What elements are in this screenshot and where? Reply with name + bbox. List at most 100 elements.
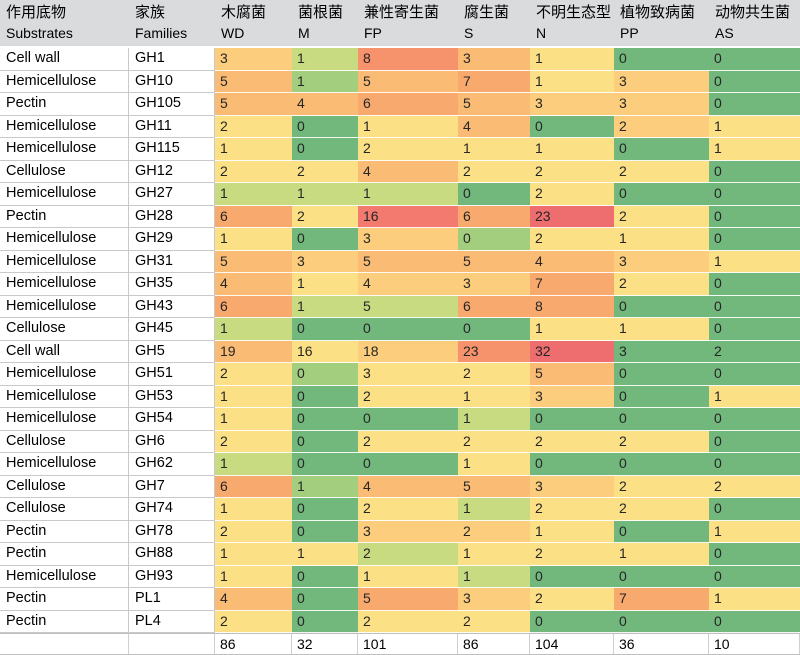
value-cell-gh29-m: 0 (292, 228, 358, 251)
value-cell-pl4-s: 2 (458, 610, 530, 633)
column-header-zh: 不明生态型 (536, 4, 612, 21)
value-cell-pl4-as: 0 (709, 610, 800, 633)
table-row-gh5: Cell wall GH5 19 16 18 23 32 3 2 (0, 340, 800, 363)
table-row-pl1: Pectin PL1 4 0 5 3 2 7 1 (0, 588, 800, 611)
table-row-gh88: Pectin GH88 1 1 2 1 2 1 0 (0, 543, 800, 566)
column-header-n: 不明生态型 N (530, 0, 614, 46)
family-cell: GH27 (129, 183, 215, 206)
value-cell-gh10-m: 1 (292, 70, 358, 93)
value-cell-gh88-wd: 1 (215, 543, 292, 566)
value-cell-pl4-m: 0 (292, 610, 358, 633)
value-cell-gh7-wd: 6 (215, 475, 292, 498)
table-row-gh12: Cellulose GH12 2 2 4 2 2 2 0 (0, 160, 800, 183)
value-cell-gh93-m: 0 (292, 565, 358, 588)
value-cell-pl1-wd: 4 (215, 588, 292, 611)
totals-family-empty (129, 634, 215, 654)
value-cell-gh53-m: 0 (292, 385, 358, 408)
substrate-cell: Cellulose (0, 318, 129, 341)
table-row-gh28: Pectin GH28 6 2 16 6 23 2 0 (0, 205, 800, 228)
value-cell-gh27-s: 0 (458, 183, 530, 206)
substrate-cell: Hemicellulose (0, 408, 129, 431)
value-cell-gh105-s: 5 (458, 93, 530, 116)
column-header-m: 菌根菌 M (292, 0, 358, 46)
value-cell-gh29-n: 2 (530, 228, 614, 251)
value-cell-gh43-wd: 6 (215, 295, 292, 318)
value-cell-gh1-n: 1 (530, 48, 614, 71)
table-row-gh51: Hemicellulose GH51 2 0 3 2 5 0 0 (0, 363, 800, 386)
value-cell-gh78-m: 0 (292, 520, 358, 543)
substrate-cell: Cellulose (0, 430, 129, 453)
value-cell-gh28-fp: 16 (358, 205, 458, 228)
value-cell-gh6-s: 2 (458, 430, 530, 453)
family-cell: GH11 (129, 115, 215, 138)
value-cell-gh62-as: 0 (709, 453, 800, 476)
substrate-cell: Hemicellulose (0, 295, 129, 318)
value-cell-gh74-s: 1 (458, 498, 530, 521)
value-cell-gh7-n: 3 (530, 475, 614, 498)
family-cell: GH28 (129, 205, 215, 228)
value-cell-gh31-as: 1 (709, 250, 800, 273)
table-row-gh6: Cellulose GH6 2 0 2 2 2 2 0 (0, 430, 800, 453)
value-cell-gh54-wd: 1 (215, 408, 292, 431)
value-cell-gh51-s: 2 (458, 363, 530, 386)
substrate-cell: Pectin (0, 610, 129, 633)
value-cell-pl1-as: 1 (709, 588, 800, 611)
value-cell-gh54-s: 1 (458, 408, 530, 431)
value-cell-gh88-m: 1 (292, 543, 358, 566)
value-cell-gh54-n: 0 (530, 408, 614, 431)
value-cell-gh62-s: 1 (458, 453, 530, 476)
family-cell: GH10 (129, 70, 215, 93)
value-cell-gh29-fp: 3 (358, 228, 458, 251)
value-cell-gh10-s: 7 (458, 70, 530, 93)
value-cell-gh93-as: 0 (709, 565, 800, 588)
family-cell: GH93 (129, 565, 215, 588)
family-cell: GH53 (129, 385, 215, 408)
value-cell-pl4-fp: 2 (358, 610, 458, 633)
value-cell-gh45-s: 0 (458, 318, 530, 341)
table-row-gh29: Hemicellulose GH29 1 0 3 0 2 1 0 (0, 228, 800, 251)
family-cell: GH29 (129, 228, 215, 251)
value-cell-gh43-s: 6 (458, 295, 530, 318)
value-cell-gh74-fp: 2 (358, 498, 458, 521)
value-cell-gh51-as: 0 (709, 363, 800, 386)
table-row-gh74: Cellulose GH74 1 0 2 1 2 2 0 (0, 498, 800, 521)
value-cell-gh43-fp: 5 (358, 295, 458, 318)
value-cell-gh6-pp: 2 (614, 430, 709, 453)
value-cell-gh5-s: 23 (458, 340, 530, 363)
family-cell: GH105 (129, 93, 215, 116)
totals-substrate-empty (0, 634, 129, 654)
value-cell-gh10-fp: 5 (358, 70, 458, 93)
value-cell-gh43-n: 8 (530, 295, 614, 318)
value-cell-gh54-fp: 0 (358, 408, 458, 431)
value-cell-gh11-wd: 2 (215, 115, 292, 138)
value-cell-gh5-m: 16 (292, 340, 358, 363)
family-cell: GH5 (129, 340, 215, 363)
value-cell-gh27-as: 0 (709, 183, 800, 206)
value-cell-gh45-wd: 1 (215, 318, 292, 341)
value-cell-gh5-wd: 19 (215, 340, 292, 363)
value-cell-gh93-pp: 0 (614, 565, 709, 588)
column-header-en: M (298, 25, 310, 41)
value-cell-gh7-m: 1 (292, 475, 358, 498)
value-cell-gh7-as: 2 (709, 475, 800, 498)
value-cell-gh115-wd: 1 (215, 138, 292, 161)
value-cell-gh27-wd: 1 (215, 183, 292, 206)
value-cell-gh11-m: 0 (292, 115, 358, 138)
substrate-cell: Pectin (0, 588, 129, 611)
value-cell-gh1-m: 1 (292, 48, 358, 71)
column-header-zh: 腐生菌 (464, 4, 510, 21)
value-cell-gh62-n: 0 (530, 453, 614, 476)
value-cell-gh6-as: 0 (709, 430, 800, 453)
value-cell-gh53-wd: 1 (215, 385, 292, 408)
family-cell: GH74 (129, 498, 215, 521)
value-cell-gh105-fp: 6 (358, 93, 458, 116)
value-cell-pl1-s: 3 (458, 588, 530, 611)
value-cell-gh31-wd: 5 (215, 250, 292, 273)
table-row-gh1: Cell wall GH1 3 1 8 3 1 0 0 (0, 48, 800, 71)
substrate-cell: Cell wall (0, 340, 129, 363)
value-cell-gh88-as: 0 (709, 543, 800, 566)
value-cell-gh31-pp: 3 (614, 250, 709, 273)
value-cell-gh11-n: 0 (530, 115, 614, 138)
table-row-gh31: Hemicellulose GH31 5 3 5 5 4 3 1 (0, 250, 800, 273)
